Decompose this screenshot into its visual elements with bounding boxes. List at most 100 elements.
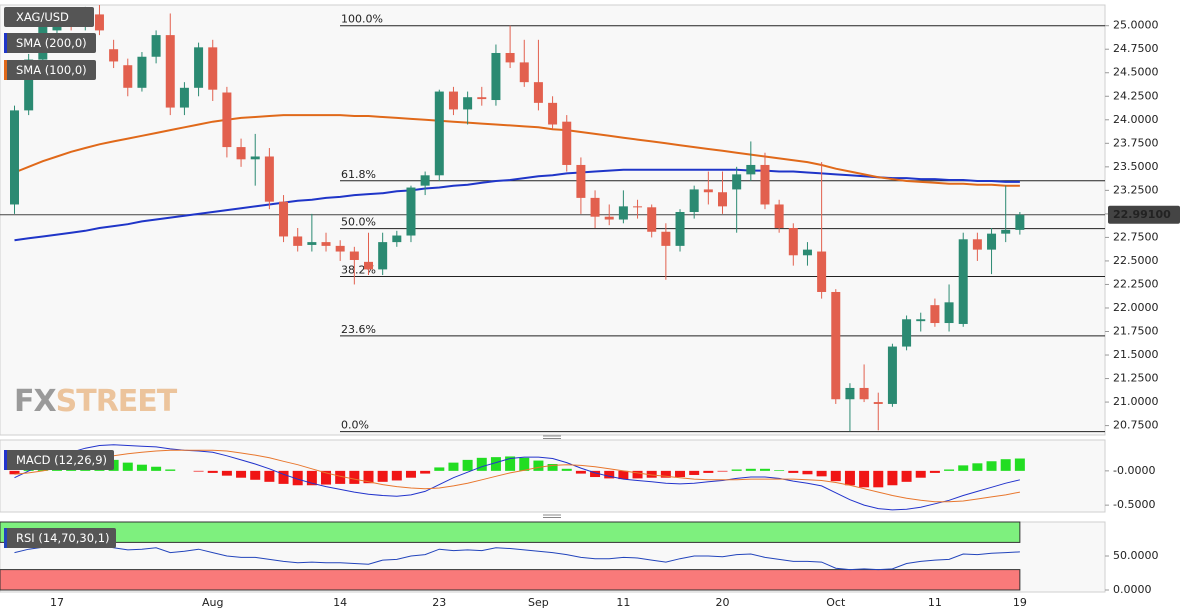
macd-bar (136, 464, 147, 471)
candle-body (902, 319, 912, 347)
candle-body (151, 35, 161, 57)
candle-body (24, 59, 34, 111)
y-tick-label: -0.0000 (1113, 464, 1155, 477)
x-tick-label: 14 (333, 596, 347, 609)
fib-label: 50.0% (341, 216, 376, 229)
macd-bar (915, 470, 926, 478)
legend-box[interactable] (4, 33, 96, 53)
candle-body (831, 291, 841, 400)
panel-splitter[interactable] (543, 435, 561, 518)
legend-box[interactable] (4, 60, 96, 80)
candle-body (1015, 214, 1025, 230)
signal-line (14, 449, 1020, 503)
macd-bar (490, 457, 501, 471)
y-tick-label: 0.0000 (1113, 583, 1152, 596)
candle-body (647, 207, 657, 232)
candle-body (448, 91, 458, 110)
candle-body (802, 249, 812, 256)
candle-body (533, 82, 543, 103)
y-tick-label: 50.0000 (1113, 549, 1159, 562)
y-tick-label: 21.0000 (1113, 395, 1159, 408)
macd-bar (1014, 458, 1025, 471)
y-tick-label: 22.0000 (1113, 301, 1159, 314)
legend-box[interactable] (4, 7, 94, 27)
candle-body (491, 52, 501, 101)
macd-bar (278, 470, 289, 484)
candle-body (774, 204, 784, 228)
macd-bar (533, 460, 544, 471)
macd-bar (193, 470, 204, 472)
last-price-box (1108, 205, 1180, 224)
y-tick-label: 21.5000 (1113, 348, 1159, 361)
y-tick-label: 25.0000 (1113, 19, 1159, 32)
candle-body (675, 212, 685, 246)
macd-bar (519, 457, 530, 471)
y-tick-label: 21.7500 (1113, 324, 1159, 337)
candle-body (179, 87, 189, 108)
candle-body (930, 305, 940, 324)
macd-bar (618, 470, 629, 480)
macd-bar (292, 470, 303, 486)
macd-bar (377, 470, 388, 482)
macd-bar (887, 470, 898, 486)
last-price-label: 22.99100 (1113, 208, 1171, 221)
y-tick-label: 24.7500 (1113, 42, 1159, 55)
legend-box[interactable] (4, 528, 116, 548)
candle-body (307, 242, 317, 245)
candle-body (264, 156, 274, 202)
candle-body (718, 192, 727, 207)
macd-bar (1000, 459, 1011, 471)
candle-body (279, 201, 289, 237)
candle-body (916, 319, 926, 322)
y-tick-label: 22.2500 (1113, 277, 1159, 290)
legend-sma100: SMA (100,0) (16, 63, 87, 77)
legend-sma200: SMA (200,0) (16, 36, 87, 50)
macd-bar (604, 470, 615, 479)
y-tick-label: 22.5000 (1113, 254, 1159, 267)
rsi-line (14, 543, 1020, 571)
macd-bar (363, 470, 374, 484)
fib-label: 0.0% (341, 419, 369, 432)
fib-label: 100.0% (341, 13, 383, 26)
candle-body (788, 227, 798, 256)
candle-body (392, 235, 402, 243)
y-tick-label: 22.7500 (1113, 230, 1159, 243)
sma-line (14, 114, 1020, 187)
candle-body (859, 387, 869, 400)
macd-bar (250, 470, 261, 480)
macd-bar (816, 470, 827, 477)
candle-body (236, 147, 246, 160)
x-tick-label: 20 (716, 596, 730, 609)
candle-body (604, 216, 614, 220)
macd-bar (774, 470, 785, 471)
candle-body (873, 402, 883, 404)
legend-swatch (4, 60, 7, 80)
candle-body (845, 387, 855, 400)
macd-bar (321, 470, 332, 485)
macd-bar (632, 470, 643, 479)
macd-bar (349, 470, 360, 484)
candle-body (505, 52, 515, 63)
x-tick-label: Aug (202, 596, 223, 609)
candle-body (987, 233, 997, 250)
legend-symbol: XAG/USD (16, 10, 69, 24)
candle-body (1001, 229, 1011, 234)
candle-body (349, 251, 359, 260)
macd-bar (434, 467, 445, 471)
candle-body (165, 35, 175, 108)
candle-body (364, 261, 373, 270)
macd-bar (561, 468, 572, 471)
x-tick-label: 17 (50, 596, 64, 609)
x-tick-label: Sep (528, 596, 549, 609)
y-tick-label: 20.7500 (1113, 419, 1159, 432)
candle-body (817, 251, 827, 292)
candle-body (94, 14, 104, 31)
oversold-zone (0, 569, 1021, 591)
macd-bar (660, 470, 671, 478)
macd-bar (221, 470, 232, 476)
legend-swatch (4, 33, 7, 53)
legend-box[interactable] (4, 450, 114, 470)
candle-body (887, 346, 897, 404)
macd-bar (505, 456, 516, 471)
